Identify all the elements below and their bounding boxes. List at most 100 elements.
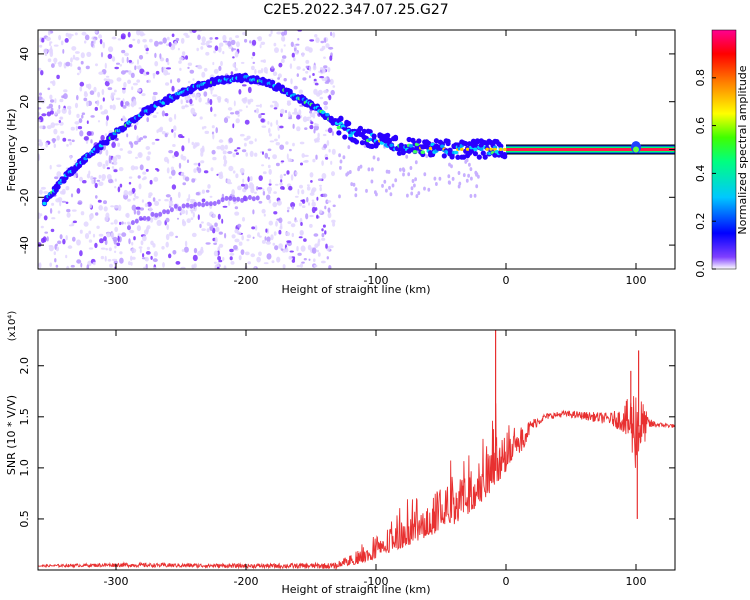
- spectrogram-noise-point: [49, 94, 53, 100]
- spectrogram-noise-point: [246, 234, 252, 238]
- spectrogram-ridge-core: [336, 125, 342, 130]
- spectrogram-noise-point: [77, 126, 83, 130]
- spectrogram-noise-point: [249, 40, 252, 44]
- spectrogram-noise-point: [174, 40, 178, 46]
- spectrogram-noise-point: [296, 126, 301, 132]
- spectrogram-noise-point: [319, 184, 322, 187]
- y-tick-label: -20: [18, 188, 31, 206]
- spectrogram-noise-point: [74, 121, 80, 125]
- spectrogram-noise-point: [144, 256, 149, 262]
- spectrogram-noise-point: [282, 186, 285, 190]
- spectrogram-noise-point: [93, 86, 97, 93]
- spectrogram-noise-point: [180, 135, 185, 139]
- spectrogram-noise-point: [69, 33, 74, 37]
- spectrogram-ridge-peak: [465, 147, 470, 151]
- spectrogram-noise-point: [44, 231, 48, 234]
- spectrogram-noise-point: [271, 260, 275, 264]
- spectrogram-noise-point: [98, 34, 103, 39]
- spectrogram-noise-point: [296, 66, 301, 70]
- spectrogram-noise-point: [327, 67, 331, 73]
- spectrogram-noise-point: [62, 49, 65, 54]
- spectrogram-noise-point: [325, 243, 328, 249]
- spectrogram-noise-point: [177, 47, 180, 51]
- spectrogram-noise-point: [473, 193, 477, 198]
- spectrogram-noise-point: [121, 56, 125, 64]
- spectrogram-ridge-point: [55, 184, 61, 190]
- spectrogram-noise-point: [61, 188, 66, 195]
- spectrogram-noise-point: [414, 160, 418, 165]
- spectrogram-noise-point: [38, 212, 41, 219]
- spectrogram-ridge-core: [42, 201, 47, 206]
- spectrogram-noise-point: [50, 99, 55, 103]
- spectrogram-noise-point: [38, 119, 41, 122]
- spectrogram-noise-point: [262, 190, 266, 196]
- spectrogram-noise-point: [61, 107, 67, 114]
- spectrogram-noise-point: [111, 141, 116, 148]
- spectrogram-noise-point: [245, 105, 248, 108]
- spectrogram-noise-point: [324, 81, 330, 84]
- spectrogram-ridge-point: [392, 136, 399, 142]
- spectrogram-ridge-core: [453, 150, 459, 155]
- spectrogram-noise-point: [256, 36, 262, 40]
- spectrogram-noise-point: [308, 258, 311, 261]
- spectrogram-noise-point: [183, 246, 189, 253]
- spectrogram-noise-point: [69, 63, 73, 67]
- spectrogram-noise-point: [65, 235, 68, 241]
- spectrogram-noise-point: [142, 38, 147, 43]
- spectrogram-noise-point: [83, 92, 88, 97]
- spectrogram-noise-point: [226, 98, 229, 104]
- spectrogram-noise-point: [136, 225, 141, 232]
- spectrogram-noise-point: [244, 142, 247, 147]
- spectrogram-noise-point: [143, 176, 147, 180]
- spectrogram-noise-point: [105, 248, 108, 251]
- spectrogram-ridge-point: [353, 139, 360, 145]
- spectrogram-noise-point: [243, 183, 249, 190]
- spectrogram-noise-point: [232, 170, 236, 174]
- spectrogram-noise-point: [190, 198, 196, 202]
- spectrogram-noise-point: [190, 107, 196, 115]
- spectrogram-noise-point: [273, 211, 278, 215]
- spectrogram-noise-point: [67, 138, 72, 142]
- spectrogram-noise-point: [86, 131, 92, 136]
- spectrogram-noise-point: [72, 220, 77, 224]
- spectrogram-noise-point: [208, 223, 212, 227]
- spectrogram-noise-point: [152, 258, 158, 263]
- spectrogram-noise-point: [324, 37, 327, 44]
- spectrogram-noise-point: [262, 151, 264, 155]
- spectrogram-noise-point: [152, 95, 157, 102]
- spectrogram-ridge-point: [445, 138, 451, 144]
- spectrogram-noise-point: [269, 179, 272, 184]
- spectrogram-noise-point: [53, 128, 58, 135]
- spectrogram-noise-point: [154, 40, 159, 47]
- spectrogram-noise-point: [154, 200, 160, 206]
- spectrogram-noise-point: [323, 143, 327, 149]
- spectrogram-noise-point: [247, 261, 251, 265]
- spectrogram-noise-point: [141, 93, 146, 97]
- spectrogram-noise-point: [105, 149, 109, 156]
- spectrogram-ridge-core: [321, 110, 326, 115]
- spectrogram-ridge-point: [387, 137, 393, 144]
- spectrogram-noise-point: [142, 135, 147, 139]
- spectrogram-noise-point: [81, 31, 87, 36]
- spectrogram-noise-point: [86, 120, 89, 124]
- spectrogram-noise-point: [51, 202, 55, 206]
- spectrogram-noise-point: [152, 115, 157, 118]
- spectrogram-noise-point: [191, 178, 196, 183]
- spectrogram-noise-point: [293, 107, 298, 114]
- spectrogram-noise-point: [291, 52, 295, 58]
- spectrogram-noise-point: [232, 62, 237, 68]
- spectrogram-noise-point: [438, 176, 442, 181]
- spectrogram-noise-point: [181, 145, 185, 152]
- spectrogram-faint-track-point: [185, 202, 190, 208]
- spectrogram-noise-point: [205, 102, 211, 105]
- spectrogram-noise-point: [75, 125, 78, 131]
- spectrogram-noise-point: [234, 211, 240, 216]
- spectrogram-noise-point: [99, 38, 103, 45]
- spectrogram-noise-point: [85, 100, 90, 107]
- spectrogram-noise-point: [200, 42, 206, 46]
- spectrogram-noise-point: [38, 67, 42, 71]
- spectrogram-noise-point: [93, 177, 96, 184]
- spectrogram-noise-point: [199, 116, 203, 120]
- spectrogram-noise-point: [187, 66, 190, 69]
- spectrogram-noise-point: [123, 189, 129, 196]
